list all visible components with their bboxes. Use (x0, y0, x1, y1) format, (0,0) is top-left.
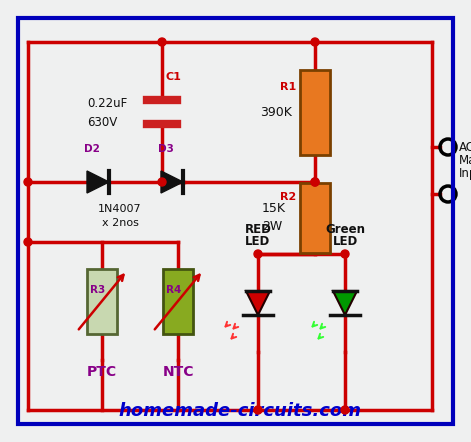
Text: x 2nos: x 2nos (102, 218, 138, 228)
Text: D3: D3 (158, 144, 174, 154)
Polygon shape (87, 171, 109, 193)
Circle shape (254, 250, 262, 258)
Text: RED: RED (244, 223, 271, 236)
Text: AC: AC (459, 141, 471, 154)
Text: R3: R3 (90, 285, 106, 295)
Text: 390K: 390K (260, 106, 292, 118)
Text: R1: R1 (280, 82, 296, 92)
Bar (300, 183, 330, 253)
Text: Green: Green (325, 223, 365, 236)
Polygon shape (246, 291, 270, 315)
Bar (300, 69, 330, 155)
Text: 2W: 2W (262, 220, 282, 233)
Circle shape (24, 178, 32, 186)
Circle shape (311, 178, 319, 186)
Text: 630V: 630V (87, 116, 117, 129)
Circle shape (341, 250, 349, 258)
Text: R2: R2 (280, 192, 296, 202)
Circle shape (311, 178, 319, 186)
Text: R4: R4 (166, 285, 182, 295)
Circle shape (254, 406, 262, 414)
Text: PTC: PTC (87, 365, 117, 379)
Text: D2: D2 (84, 144, 100, 154)
Circle shape (24, 238, 32, 246)
Polygon shape (161, 171, 183, 193)
Circle shape (158, 38, 166, 46)
Text: Mains: Mains (459, 154, 471, 167)
Bar (87, 268, 117, 334)
Polygon shape (333, 291, 357, 315)
Circle shape (341, 406, 349, 414)
Text: LED: LED (245, 235, 271, 248)
Text: 0.22uF: 0.22uF (87, 97, 127, 110)
Circle shape (311, 38, 319, 46)
Text: LED: LED (333, 235, 357, 248)
Text: homemade-circuits.com: homemade-circuits.com (119, 402, 362, 420)
Text: 1N4007: 1N4007 (98, 204, 142, 214)
Text: NTC: NTC (162, 365, 194, 379)
Bar (163, 268, 193, 334)
Text: 15K: 15K (262, 202, 286, 215)
Text: Input: Input (459, 167, 471, 180)
Circle shape (158, 178, 166, 186)
Text: C1: C1 (166, 72, 182, 82)
